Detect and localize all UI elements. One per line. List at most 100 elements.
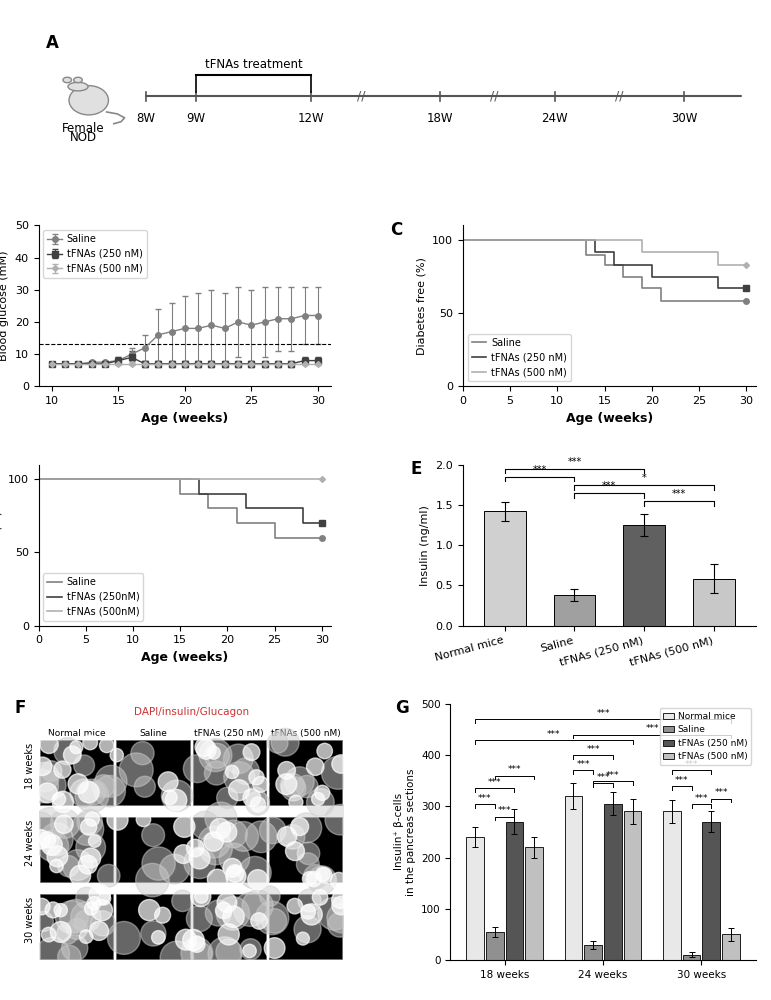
- Point: [162, 774, 174, 790]
- Point: [62, 926, 74, 942]
- Point: [153, 856, 165, 872]
- Point: [318, 867, 331, 883]
- Point: [143, 902, 156, 918]
- Bar: [484, 511, 526, 626]
- Point: [146, 872, 159, 888]
- Point: [136, 745, 149, 761]
- Point: [38, 769, 50, 785]
- tFNAs (250nM): [241, 502, 251, 514]
- Point: [288, 898, 301, 914]
- Text: ***: ***: [606, 771, 620, 780]
- Point: [305, 906, 318, 922]
- Saline: [581, 234, 591, 246]
- Point: [42, 832, 54, 848]
- Point: [42, 833, 55, 849]
- tFNAs (250nM): [194, 473, 204, 485]
- Point: [264, 888, 276, 904]
- X-axis label: Age (weeks): Age (weeks): [141, 651, 228, 664]
- Point: [315, 794, 327, 810]
- Point: [52, 848, 64, 864]
- Point: [84, 734, 96, 750]
- Point: [85, 901, 97, 917]
- Line: tFNAs (250nM): tFNAs (250nM): [39, 479, 322, 523]
- X-axis label: Age (weeks): Age (weeks): [566, 412, 653, 425]
- Text: ***: ***: [577, 760, 590, 769]
- Point: [59, 816, 71, 832]
- Point: [93, 923, 105, 939]
- Point: [86, 788, 98, 804]
- Text: ***: ***: [567, 457, 581, 467]
- Point: [251, 795, 264, 811]
- Point: [82, 819, 95, 835]
- Point: [37, 913, 49, 929]
- Point: [253, 913, 265, 929]
- Text: //: //: [490, 90, 498, 103]
- Text: ***: ***: [695, 794, 709, 803]
- Point: [195, 945, 207, 961]
- Point: [254, 776, 267, 792]
- Ellipse shape: [68, 82, 88, 91]
- Point: [246, 790, 258, 806]
- Text: ***: ***: [672, 489, 686, 499]
- Point: [53, 791, 66, 807]
- Saline: [317, 532, 326, 544]
- tFNAs (250nM): [298, 502, 308, 514]
- Point: [335, 910, 348, 926]
- Point: [227, 905, 239, 921]
- Point: [229, 866, 241, 882]
- Point: [81, 821, 93, 837]
- Point: [214, 810, 227, 826]
- Point: [279, 734, 291, 750]
- X-axis label: Age (weeks): Age (weeks): [141, 412, 228, 425]
- Point: [301, 856, 314, 872]
- tFNAs (500 nM): [713, 246, 722, 258]
- Text: C: C: [390, 221, 402, 239]
- Point: [303, 892, 315, 908]
- Point: [194, 855, 206, 871]
- Point: [281, 828, 293, 844]
- Point: [297, 931, 309, 947]
- Point: [195, 888, 207, 904]
- Saline: [742, 295, 751, 307]
- Bar: [683, 955, 701, 960]
- Point: [223, 944, 235, 960]
- Point: [281, 762, 293, 778]
- tFNAs (250nM): [298, 517, 308, 529]
- tFNAs (250 nM): [713, 271, 722, 283]
- Text: E: E: [410, 460, 422, 478]
- Text: G: G: [396, 699, 409, 717]
- Point: [289, 843, 301, 859]
- Point: [118, 930, 130, 946]
- Saline: [176, 473, 185, 485]
- Point: [171, 788, 183, 804]
- Point: [268, 913, 281, 929]
- tFNAs (250nM): [317, 517, 326, 529]
- Line: tFNAs (250 nM): tFNAs (250 nM): [463, 240, 746, 288]
- Point: [180, 932, 192, 948]
- Point: [62, 743, 74, 759]
- tFNAs (500 nM): [458, 234, 467, 246]
- Point: [210, 840, 222, 856]
- tFNAs (250 nM): [713, 282, 722, 294]
- Point: [252, 796, 264, 812]
- Point: [47, 902, 59, 918]
- Text: 24W: 24W: [541, 112, 568, 125]
- Point: [137, 811, 150, 827]
- Bar: [604, 804, 621, 960]
- FancyBboxPatch shape: [193, 817, 266, 882]
- Text: 30W: 30W: [671, 112, 697, 125]
- Point: [334, 917, 346, 933]
- Point: [301, 921, 314, 937]
- Point: [266, 910, 278, 926]
- Point: [249, 865, 261, 881]
- Legend: Saline, tFNAs (250 nM), tFNAs (500 nM): Saline, tFNAs (250 nM), tFNAs (500 nM): [43, 230, 146, 278]
- Text: ***: ***: [645, 724, 659, 733]
- Point: [303, 871, 315, 887]
- Point: [35, 817, 48, 833]
- tFNAs (500 nM): [742, 259, 751, 271]
- Text: ***: ***: [498, 806, 511, 815]
- Point: [191, 761, 204, 777]
- Point: [147, 827, 160, 843]
- tFNAs (250 nM): [742, 282, 751, 294]
- Point: [93, 887, 106, 903]
